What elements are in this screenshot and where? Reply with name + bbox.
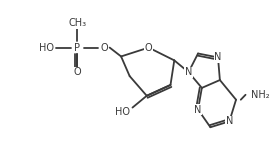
- Text: N: N: [194, 105, 202, 115]
- Text: CH₃: CH₃: [68, 18, 87, 28]
- Text: O: O: [145, 43, 152, 53]
- Text: N: N: [185, 67, 192, 77]
- Text: O: O: [74, 67, 81, 77]
- Text: N: N: [214, 52, 222, 62]
- Text: N: N: [226, 116, 233, 126]
- Text: O: O: [100, 43, 108, 53]
- Text: P: P: [74, 43, 80, 53]
- Text: HO: HO: [40, 43, 55, 53]
- Text: HO: HO: [115, 106, 130, 116]
- Text: NH₂: NH₂: [251, 90, 270, 100]
